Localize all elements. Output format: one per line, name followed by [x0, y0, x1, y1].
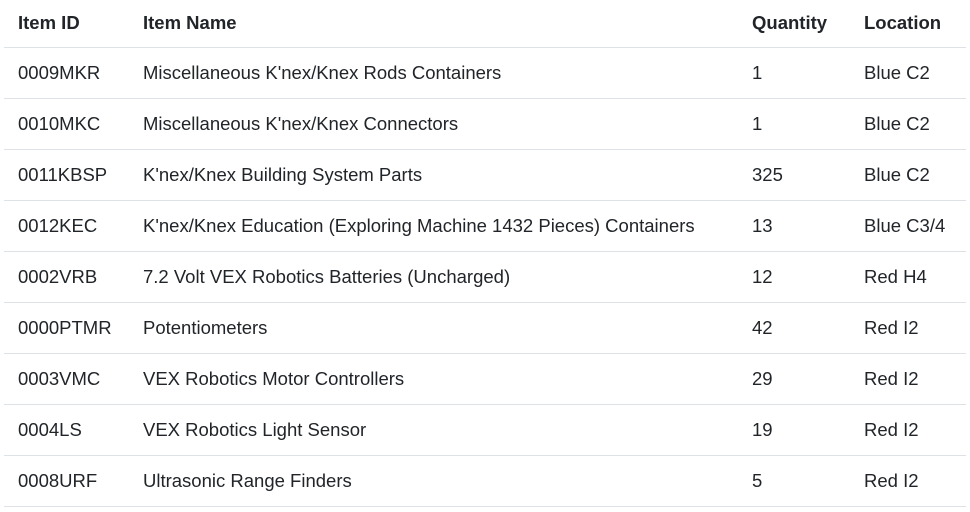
table-header-row: Item ID Item Name Quantity Location — [4, 0, 966, 48]
cell-item-id: 0004LS — [4, 404, 129, 456]
table-row: 0011KBSP K'nex/Knex Building System Part… — [4, 149, 966, 201]
cell-item-name: K'nex/Knex Education (Exploring Machine … — [129, 200, 738, 252]
header-item-name: Item Name — [129, 0, 738, 48]
cell-quantity: 42 — [738, 302, 850, 354]
table-row: 0003VMC VEX Robotics Motor Controllers 2… — [4, 353, 966, 405]
cell-item-id: 0009MKR — [4, 47, 129, 99]
cell-item-id: 0010MKC — [4, 98, 129, 150]
table-row: 0009MKR Miscellaneous K'nex/Knex Rods Co… — [4, 47, 966, 99]
cell-quantity: 325 — [738, 149, 850, 201]
table-row: 0012KEC K'nex/Knex Education (Exploring … — [4, 200, 966, 252]
cell-item-name: VEX Robotics Motor Controllers — [129, 353, 738, 405]
cell-location: Red I2 — [850, 353, 966, 405]
cell-location: Blue C2 — [850, 149, 966, 201]
cell-item-name: Miscellaneous K'nex/Knex Rods Containers — [129, 47, 738, 99]
cell-item-id: 0003VMC — [4, 353, 129, 405]
cell-item-id: 0008URF — [4, 455, 129, 507]
cell-quantity: 13 — [738, 200, 850, 252]
table-row: 0000PTMR Potentiometers 42 Red I2 — [4, 302, 966, 354]
cell-quantity: 12 — [738, 251, 850, 303]
table-row: 0002VRB 7.2 Volt VEX Robotics Batteries … — [4, 251, 966, 303]
cell-quantity: 5 — [738, 455, 850, 507]
cell-item-id: 0000PTMR — [4, 302, 129, 354]
header-location: Location — [850, 0, 966, 48]
cell-item-id: 0012KEC — [4, 200, 129, 252]
cell-item-name: Ultrasonic Range Finders — [129, 455, 738, 507]
cell-location: Red I2 — [850, 404, 966, 456]
table-row: 0004LS VEX Robotics Light Sensor 19 Red … — [4, 404, 966, 456]
cell-item-name: 7.2 Volt VEX Robotics Batteries (Uncharg… — [129, 251, 738, 303]
cell-item-name: VEX Robotics Light Sensor — [129, 404, 738, 456]
cell-quantity: 1 — [738, 98, 850, 150]
header-quantity: Quantity — [738, 0, 850, 48]
cell-location: Blue C3/4 — [850, 200, 966, 252]
cell-item-name: Potentiometers — [129, 302, 738, 354]
header-item-id: Item ID — [4, 0, 129, 48]
cell-item-id: 0002VRB — [4, 251, 129, 303]
cell-location: Red I2 — [850, 455, 966, 507]
cell-quantity: 1 — [738, 47, 850, 99]
cell-location: Blue C2 — [850, 47, 966, 99]
cell-location: Red H4 — [850, 251, 966, 303]
cell-item-name: K'nex/Knex Building System Parts — [129, 149, 738, 201]
table-row: 0008URF Ultrasonic Range Finders 5 Red I… — [4, 455, 966, 507]
table-row: 0010MKC Miscellaneous K'nex/Knex Connect… — [4, 98, 966, 150]
cell-item-name: Miscellaneous K'nex/Knex Connectors — [129, 98, 738, 150]
cell-item-id: 0011KBSP — [4, 149, 129, 201]
cell-location: Blue C2 — [850, 98, 966, 150]
cell-location: Red I2 — [850, 302, 966, 354]
cell-quantity: 29 — [738, 353, 850, 405]
inventory-table: Item ID Item Name Quantity Location 0009… — [4, 0, 966, 507]
cell-quantity: 19 — [738, 404, 850, 456]
